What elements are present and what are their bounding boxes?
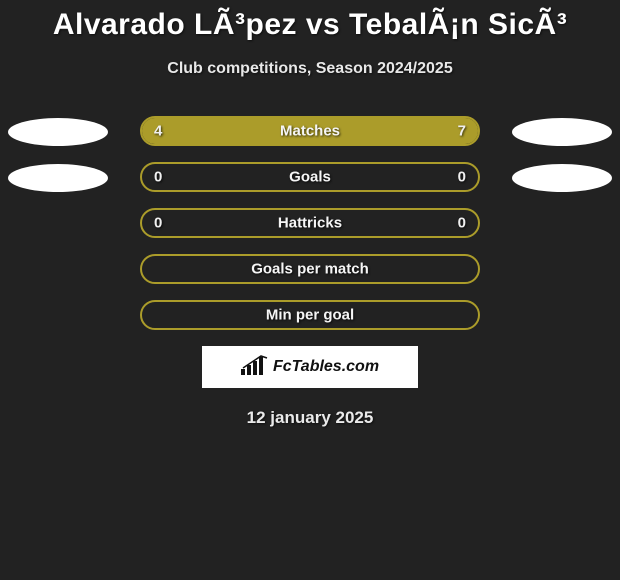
stat-row: 00Goals <box>0 162 620 194</box>
stat-bar: 47Matches <box>140 116 480 146</box>
stat-label: Hattricks <box>142 215 478 232</box>
stat-row: Min per goal <box>0 300 620 332</box>
comparison-infographic: Alvarado LÃ³pez vs TebalÃ¡n SicÃ³ Club c… <box>0 0 620 580</box>
brand-badge: FcTables.com <box>202 346 418 388</box>
stats-section: 47Matches 00Goals 00Hattricks Goals per mat… <box>0 116 620 332</box>
stat-label: Matches <box>142 123 478 140</box>
stat-bar: Min per goal <box>140 300 480 330</box>
stat-label: Goals per match <box>142 261 478 278</box>
player-left-marker <box>8 118 108 146</box>
stat-row: 00Hattricks <box>0 208 620 240</box>
stat-bar: Goals per match <box>140 254 480 284</box>
infographic-date: 12 january 2025 <box>0 408 620 428</box>
brand-icon <box>241 355 269 380</box>
brand-text: FcTables.com <box>273 358 379 376</box>
stat-bar: 00Goals <box>140 162 480 192</box>
player-right-marker <box>512 164 612 192</box>
stat-label: Min per goal <box>142 307 478 324</box>
player-left-marker <box>8 164 108 192</box>
stat-row: Goals per match <box>0 254 620 286</box>
page-subtitle: Club competitions, Season 2024/2025 <box>0 60 620 78</box>
stat-row: 47Matches <box>0 116 620 148</box>
stat-bar: 00Hattricks <box>140 208 480 238</box>
player-right-marker <box>512 118 612 146</box>
stat-label: Goals <box>142 169 478 186</box>
page-title: Alvarado LÃ³pez vs TebalÃ¡n SicÃ³ <box>0 0 620 42</box>
